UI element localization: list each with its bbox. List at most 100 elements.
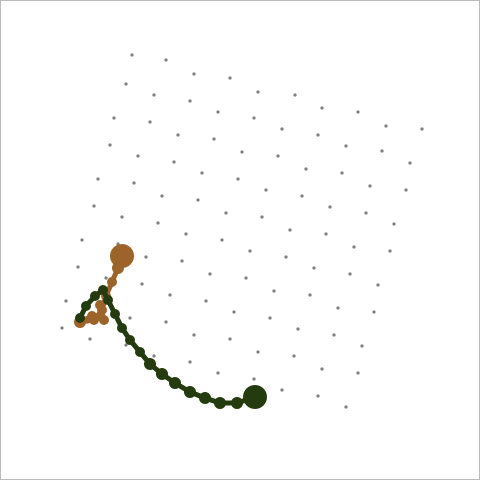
point bbox=[88, 337, 92, 341]
point bbox=[148, 120, 152, 124]
point bbox=[344, 405, 348, 409]
trajectory-point bbox=[87, 311, 97, 321]
point bbox=[352, 245, 356, 249]
point bbox=[332, 333, 336, 337]
point bbox=[132, 181, 136, 185]
point bbox=[340, 171, 344, 175]
trajectory-point bbox=[99, 315, 109, 325]
point bbox=[208, 272, 212, 276]
point bbox=[92, 204, 96, 208]
point bbox=[240, 150, 244, 154]
point bbox=[216, 371, 220, 375]
point bbox=[408, 161, 412, 165]
trajectory-point bbox=[156, 368, 168, 380]
point bbox=[96, 177, 100, 181]
point bbox=[292, 354, 296, 358]
trajectory-point bbox=[110, 244, 134, 268]
point bbox=[312, 266, 316, 270]
point bbox=[256, 90, 260, 94]
trajectory-point bbox=[98, 285, 108, 295]
point bbox=[188, 99, 192, 103]
trajectory-point bbox=[81, 301, 91, 311]
point bbox=[196, 198, 200, 202]
point bbox=[80, 238, 84, 242]
point bbox=[328, 205, 332, 209]
point bbox=[348, 272, 352, 276]
trajectory-point bbox=[110, 309, 120, 319]
point bbox=[128, 316, 132, 320]
point bbox=[264, 188, 268, 192]
point bbox=[64, 299, 68, 303]
point bbox=[316, 133, 320, 137]
point bbox=[212, 137, 216, 141]
point bbox=[420, 127, 424, 131]
point bbox=[124, 343, 128, 347]
point bbox=[108, 143, 112, 147]
trajectory-point bbox=[95, 300, 105, 310]
point bbox=[180, 259, 184, 263]
point bbox=[204, 299, 208, 303]
trajectory-point bbox=[90, 291, 100, 301]
point bbox=[256, 350, 260, 354]
point bbox=[236, 177, 240, 181]
point bbox=[260, 215, 264, 219]
trajectory-point bbox=[214, 397, 226, 409]
point bbox=[228, 337, 232, 341]
trajectory-point bbox=[135, 347, 145, 357]
point bbox=[344, 144, 348, 148]
point bbox=[364, 211, 368, 215]
point bbox=[136, 154, 140, 158]
point bbox=[140, 282, 144, 286]
point bbox=[404, 188, 408, 192]
point bbox=[272, 289, 276, 293]
point bbox=[316, 394, 320, 398]
point bbox=[144, 255, 148, 259]
point bbox=[296, 327, 300, 331]
point bbox=[152, 354, 156, 358]
point bbox=[232, 310, 236, 314]
point bbox=[324, 232, 328, 236]
point bbox=[224, 211, 228, 215]
point bbox=[152, 93, 156, 97]
point bbox=[220, 238, 224, 242]
point bbox=[376, 283, 380, 287]
point bbox=[192, 72, 196, 76]
point bbox=[293, 93, 297, 97]
trajectory-point bbox=[107, 277, 117, 287]
point bbox=[200, 171, 204, 175]
point bbox=[164, 320, 168, 324]
point bbox=[284, 255, 288, 259]
point bbox=[164, 58, 168, 62]
point bbox=[300, 194, 304, 198]
trajectory-point bbox=[199, 392, 211, 404]
point bbox=[130, 53, 134, 57]
point bbox=[280, 388, 284, 392]
point bbox=[276, 154, 280, 158]
point bbox=[288, 228, 292, 232]
point bbox=[192, 333, 196, 337]
trajectory-point bbox=[144, 358, 156, 370]
point bbox=[388, 249, 392, 253]
point bbox=[356, 110, 360, 114]
point bbox=[252, 377, 256, 381]
point bbox=[372, 310, 376, 314]
trajectory-point bbox=[125, 335, 135, 345]
trajectory-point bbox=[184, 386, 196, 398]
point bbox=[60, 326, 64, 330]
point bbox=[384, 124, 388, 128]
point bbox=[392, 222, 396, 226]
point bbox=[124, 82, 128, 86]
point bbox=[188, 360, 192, 364]
point bbox=[308, 293, 312, 297]
point bbox=[176, 133, 180, 137]
point bbox=[380, 149, 384, 153]
point bbox=[104, 276, 108, 280]
point bbox=[320, 367, 324, 371]
point bbox=[252, 116, 256, 120]
trajectory-point bbox=[169, 377, 181, 389]
point bbox=[268, 316, 272, 320]
point bbox=[168, 293, 172, 297]
trajectory-point bbox=[243, 385, 267, 409]
point bbox=[216, 110, 220, 114]
